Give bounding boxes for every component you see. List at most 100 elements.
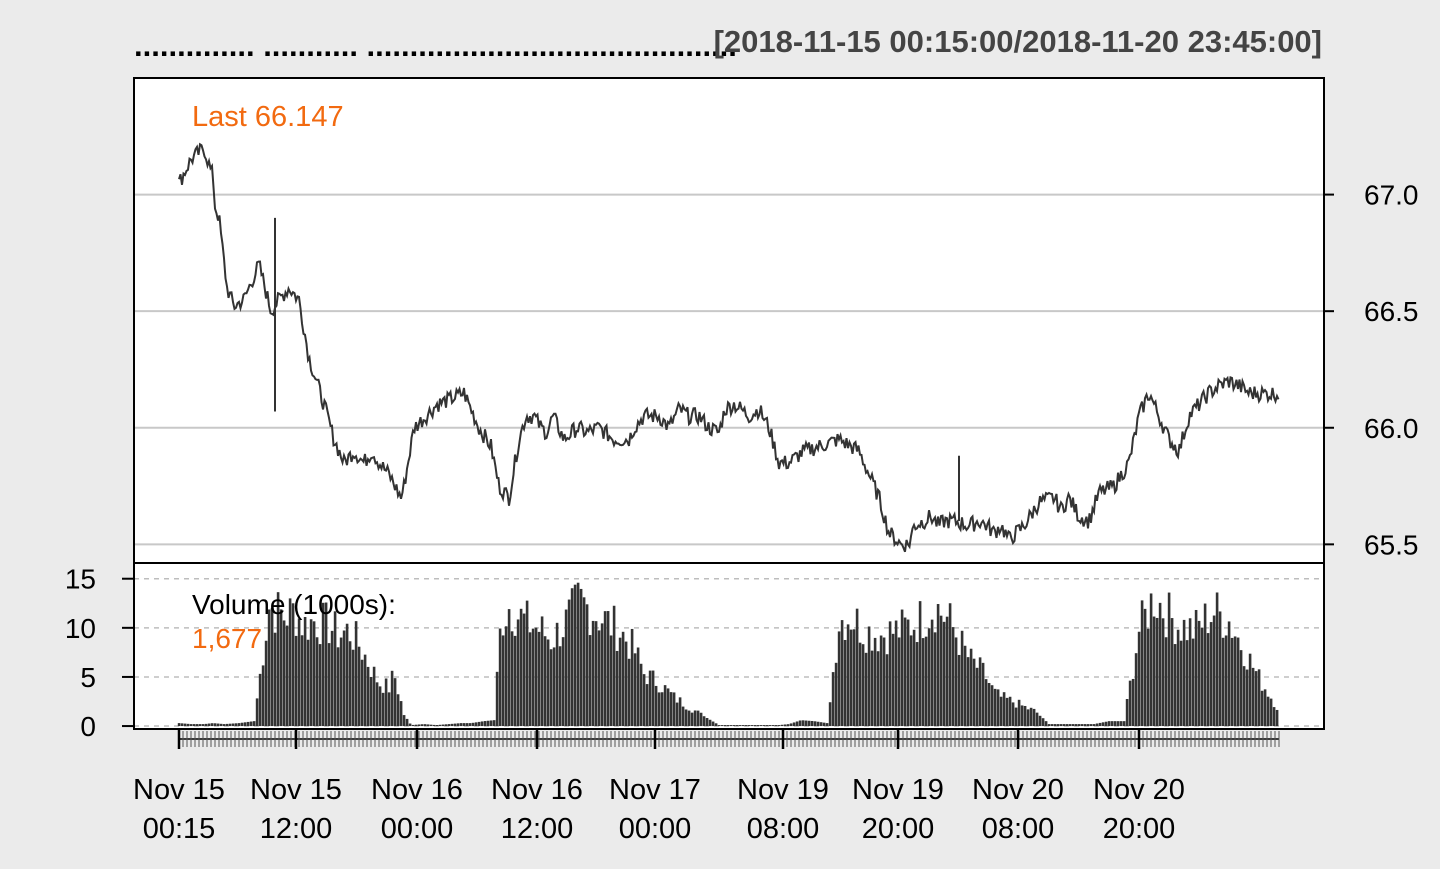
volume-bar bbox=[747, 725, 751, 727]
volume-bar bbox=[927, 628, 931, 727]
volume-bar bbox=[192, 724, 196, 727]
price-tick-label: 66.0 bbox=[1364, 413, 1419, 444]
volume-bar bbox=[204, 723, 208, 727]
volume-bar bbox=[516, 619, 520, 727]
volume-bar bbox=[885, 654, 889, 727]
volume-bar bbox=[222, 724, 226, 727]
volume-bar bbox=[1128, 680, 1132, 727]
volume-label: Volume (1000s): bbox=[192, 589, 396, 620]
volume-bar bbox=[837, 631, 841, 727]
volume-bar bbox=[276, 592, 280, 727]
volume-bar bbox=[462, 723, 466, 727]
volume-bar bbox=[942, 621, 946, 727]
volume-bar bbox=[312, 621, 316, 727]
volume-bar bbox=[540, 616, 544, 727]
volume-bar bbox=[720, 725, 724, 727]
volume-bar bbox=[1230, 637, 1234, 727]
volume-bar bbox=[1170, 618, 1174, 727]
volume-bar bbox=[636, 647, 640, 727]
volume-bar bbox=[492, 720, 496, 727]
volume-bar bbox=[252, 721, 256, 727]
volume-bar bbox=[480, 721, 484, 727]
volume-bar bbox=[477, 721, 481, 727]
volume-bar bbox=[597, 630, 601, 727]
volume-bar bbox=[315, 637, 319, 727]
volume-bar bbox=[402, 715, 406, 727]
volume-bar bbox=[531, 628, 535, 727]
x-tick-label-date: Nov 15 bbox=[250, 774, 342, 806]
volume-bar bbox=[975, 667, 979, 727]
volume-bar bbox=[474, 722, 478, 727]
volume-bar bbox=[309, 619, 313, 727]
volume-bar bbox=[648, 670, 652, 727]
volume-bar bbox=[408, 723, 412, 727]
volume-bar bbox=[972, 658, 976, 727]
volume-bar bbox=[504, 626, 508, 727]
volume-bar bbox=[513, 635, 517, 727]
volume-bar bbox=[1026, 709, 1030, 727]
volume-bar bbox=[795, 721, 799, 727]
volume-bar bbox=[306, 639, 310, 727]
volume-bar bbox=[1173, 644, 1177, 727]
volume-bar bbox=[897, 637, 901, 727]
volume-bar bbox=[543, 636, 547, 727]
volume-bar bbox=[681, 706, 685, 727]
volume-bar bbox=[867, 626, 871, 727]
volume-bar bbox=[933, 632, 937, 727]
volume-bar bbox=[1038, 715, 1042, 727]
volume-bar bbox=[684, 709, 688, 727]
volume-grid bbox=[134, 577, 1324, 727]
volume-bar bbox=[1062, 724, 1066, 727]
volume-bar bbox=[564, 609, 568, 727]
volume-bar bbox=[1098, 722, 1102, 727]
volume-bar bbox=[1014, 707, 1018, 727]
volume-bar bbox=[870, 650, 874, 727]
x-tick-label-time: 20:00 bbox=[862, 813, 935, 845]
x-tick-label-time: 20:00 bbox=[1103, 813, 1176, 845]
volume-bar bbox=[414, 724, 418, 727]
volume-bar bbox=[300, 635, 304, 727]
volume-bar bbox=[519, 608, 523, 727]
x-tick-label-date: Nov 15 bbox=[133, 774, 225, 806]
volume-bar bbox=[750, 725, 754, 727]
volume-bar bbox=[888, 621, 892, 727]
volume-bar bbox=[417, 724, 421, 727]
volume-bar bbox=[1017, 699, 1021, 727]
volume-bar bbox=[240, 722, 244, 727]
x-tick-label-time: 12:00 bbox=[260, 813, 333, 845]
x-tick-label-date: Nov 20 bbox=[972, 774, 1064, 806]
volume-bar bbox=[1080, 724, 1084, 727]
volume-bar bbox=[288, 598, 292, 727]
volume-bar bbox=[669, 692, 673, 727]
volume-bar bbox=[228, 723, 232, 727]
volume-bar bbox=[261, 665, 265, 727]
volume-bar bbox=[1203, 603, 1207, 727]
volume-bar bbox=[1101, 722, 1105, 727]
volume-bar bbox=[1020, 705, 1024, 727]
volume-bar bbox=[525, 600, 529, 727]
volume-bar bbox=[657, 692, 661, 727]
volume-bar bbox=[1032, 708, 1036, 727]
volume-bar bbox=[792, 722, 796, 727]
volume-bar bbox=[1221, 637, 1225, 727]
volume-bar bbox=[1035, 712, 1039, 727]
volume-bar bbox=[828, 702, 832, 727]
volume-bar bbox=[363, 654, 367, 727]
volume-bar bbox=[957, 654, 961, 727]
volume-bar bbox=[336, 647, 340, 727]
volume-bar bbox=[399, 701, 403, 727]
volume-bar bbox=[1146, 628, 1150, 727]
volume-bar bbox=[663, 685, 667, 727]
volume-bar bbox=[528, 632, 532, 727]
volume-bar bbox=[426, 724, 430, 727]
volume-bar bbox=[522, 613, 526, 727]
volume-bar bbox=[1149, 593, 1153, 727]
volume-bar bbox=[339, 637, 343, 727]
volume-bar bbox=[915, 642, 919, 727]
volume-bar bbox=[1113, 721, 1117, 727]
volume-bar bbox=[771, 725, 775, 727]
volume-tick-label: 0 bbox=[80, 711, 96, 742]
x-tick-label-time: 00:00 bbox=[381, 813, 454, 845]
volume-bar bbox=[807, 720, 811, 727]
